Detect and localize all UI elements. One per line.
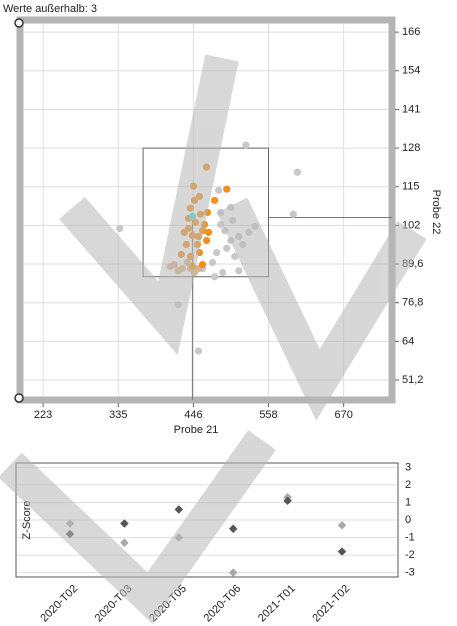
- y-tick-label: 2: [405, 479, 411, 491]
- x-tick-label: 2020-T02: [38, 583, 80, 625]
- point: [289, 210, 297, 218]
- y-tick-label: 141: [402, 103, 420, 115]
- x-tick-label: 2020-T06: [202, 583, 244, 625]
- corner-handle: [14, 393, 24, 403]
- z-score-marker: [337, 547, 347, 556]
- y-tick-label: -1: [405, 531, 415, 543]
- x-tick-label: 670: [334, 409, 352, 421]
- y-tick-label: 166: [402, 26, 420, 38]
- point: [116, 224, 124, 233]
- z-score-marker: [337, 521, 347, 530]
- x-axis-label: Probe 21: [174, 424, 219, 436]
- x-tick-label: 2021-T01: [256, 583, 298, 625]
- point: [219, 268, 227, 277]
- point: [235, 267, 243, 275]
- z-score-marker: [283, 496, 292, 505]
- watermark-check: [0, 430, 276, 624]
- x-tick-label: 446: [184, 409, 202, 421]
- point: [211, 196, 219, 204]
- point: [198, 261, 207, 269]
- y-tick-label: 128: [402, 142, 420, 154]
- y-tick-label: -3: [405, 567, 415, 579]
- outlier-count: Werte außerhalb: 3: [3, 3, 97, 15]
- point: [202, 236, 211, 245]
- watermark: [0, 54, 427, 624]
- point: [242, 141, 250, 149]
- y-tick-label: 51,2: [402, 374, 423, 386]
- y-tick-label: 154: [402, 65, 420, 77]
- z-score-marker: [174, 505, 184, 514]
- y-tick-label: 1: [405, 496, 411, 508]
- y-tick-label: 115: [402, 181, 420, 193]
- watermark-check: [216, 197, 427, 421]
- point: [208, 258, 217, 267]
- y-tick-label: 0: [405, 514, 411, 526]
- y-tick-label: 76,8: [402, 297, 423, 309]
- zscore-axis-label: Z-Score: [21, 500, 33, 539]
- x-tick-label: 335: [109, 409, 127, 421]
- point: [194, 347, 203, 355]
- x-tick-label: 2021-T02: [310, 583, 352, 625]
- watermark-check: [59, 54, 239, 355]
- x-tick-label: 558: [259, 409, 277, 421]
- corner-handle: [14, 18, 24, 28]
- point: [223, 244, 231, 252]
- point: [293, 168, 301, 176]
- y-tick-label: 3: [405, 461, 411, 473]
- point: [213, 248, 221, 257]
- y-axis-label: Probe 22: [430, 190, 442, 235]
- point: [223, 185, 231, 193]
- y-tick-label: 64: [402, 335, 414, 347]
- point: [204, 228, 213, 236]
- point: [231, 252, 239, 261]
- point: [215, 186, 223, 194]
- x-tick-label: 223: [34, 409, 52, 421]
- y-tick-label: -2: [405, 549, 415, 561]
- point: [211, 273, 219, 281]
